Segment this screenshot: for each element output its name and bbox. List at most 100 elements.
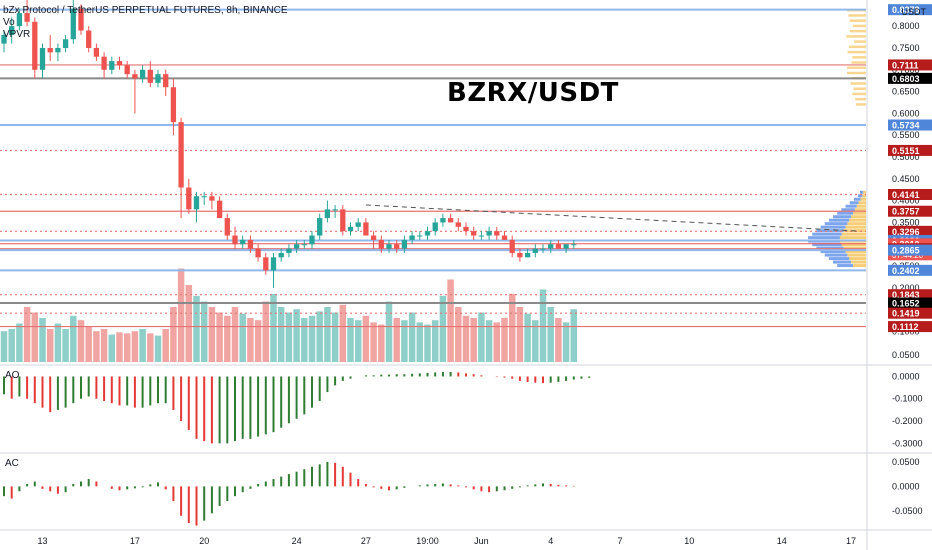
- candle-body: [502, 236, 507, 240]
- volume-bar: [478, 313, 485, 363]
- ao-tick-label: -0.1000: [892, 394, 923, 404]
- candle-body: [125, 65, 130, 74]
- vpvr-bar-down: [859, 201, 866, 204]
- volume-bar: [263, 302, 270, 363]
- vpvr-bar-down: [856, 103, 866, 106]
- volume-bar: [239, 314, 246, 362]
- volume-bar: [70, 316, 77, 362]
- volume-bar: [547, 307, 554, 362]
- candle-body: [510, 240, 515, 253]
- candle-body: [556, 244, 561, 248]
- vpvr-bar-down: [863, 191, 866, 194]
- vpvr-bar-down: [847, 254, 866, 257]
- vpvr-bar-down: [848, 14, 866, 17]
- candle-body: [533, 249, 538, 253]
- candle-body: [286, 249, 291, 253]
- candle-body: [356, 222, 361, 226]
- vpvr-bar-up: [837, 212, 853, 215]
- volume-bar: [494, 322, 501, 362]
- time-tick-label: 20: [199, 536, 209, 546]
- candle-body: [332, 209, 337, 210]
- vpvr-bar-down: [846, 226, 866, 229]
- ac-tick-label: 0.0500: [892, 457, 920, 467]
- price-label-text: 0.2402: [892, 266, 920, 276]
- candle-body: [402, 240, 407, 249]
- vpvr-bar-down: [848, 51, 866, 54]
- ac-pane-label: AC: [5, 458, 19, 469]
- volume-bar: [378, 325, 385, 362]
- volume-series: [1, 269, 577, 363]
- candle-body: [101, 57, 106, 70]
- volume-bar: [93, 331, 100, 362]
- volume-bar: [139, 329, 146, 362]
- candle-body: [109, 61, 114, 70]
- volume-bar: [517, 307, 524, 362]
- vpvr-bar-up: [833, 215, 851, 218]
- volume-bar: [409, 313, 416, 363]
- candle-body: [379, 240, 384, 249]
- vpvr-bar-down: [855, 98, 866, 101]
- ao-tick-label: -0.3000: [892, 438, 923, 448]
- time-tick-label: 24: [292, 536, 302, 546]
- vpvr-bar-up: [846, 205, 857, 208]
- volume-bar: [1, 331, 8, 362]
- vpvr-bar-down: [851, 61, 866, 64]
- price-label-text: 0.7111: [892, 60, 919, 70]
- volume-bar: [455, 307, 462, 362]
- candle-body: [48, 48, 53, 52]
- volume-bar: [563, 322, 570, 362]
- vpvr-bar-down: [851, 261, 866, 264]
- candle-body: [309, 236, 314, 245]
- candle-body: [417, 236, 422, 237]
- candle-body: [132, 74, 137, 78]
- volume-bar: [463, 316, 470, 362]
- price-label-text: 0.4141: [892, 190, 920, 200]
- candle-body: [571, 244, 576, 245]
- candle-body: [340, 209, 345, 231]
- vpvr-bar-down: [849, 257, 866, 260]
- vpvr-bar-down: [853, 212, 866, 215]
- price-label-text: 0.1112: [892, 322, 919, 332]
- vpvr-bar-down: [852, 56, 866, 59]
- vpvr-bar-up: [825, 254, 848, 257]
- time-tick-label: 4: [548, 536, 553, 546]
- vpvr-bar-down: [849, 46, 866, 49]
- vpvr-bar-up: [829, 257, 849, 260]
- candle-body: [271, 257, 276, 270]
- candle-body: [394, 244, 399, 248]
- candle-body: [155, 74, 160, 83]
- vpvr-bar-down: [852, 93, 866, 96]
- time-tick-label: 7: [617, 536, 622, 546]
- candle-body: [186, 188, 191, 210]
- candle-body: [363, 222, 368, 235]
- candle-body: [117, 61, 122, 65]
- volume-bar: [224, 316, 231, 362]
- volume-bar: [155, 336, 162, 362]
- candle-body: [540, 249, 545, 250]
- vpvr-bar-down: [861, 198, 866, 201]
- price-tick-label: 0.6500: [892, 87, 920, 97]
- time-axis: 131720242719:00Jun4710141721: [37, 536, 932, 546]
- candle-body: [178, 122, 183, 187]
- volume-bar: [209, 307, 216, 362]
- candle-body: [232, 236, 237, 245]
- vpvr-bar-down: [853, 25, 866, 28]
- candle-body: [463, 227, 468, 231]
- candle-body: [548, 244, 553, 248]
- vpvr-bar-up: [850, 201, 859, 204]
- volume-bar: [124, 333, 131, 362]
- candle-body: [217, 201, 222, 218]
- price-label-text: 0.6803: [892, 74, 920, 84]
- ao-tick-label: 0.0000: [892, 371, 920, 381]
- volume-indicator-label[interactable]: Vo: [3, 17, 288, 29]
- annotation-text: BZRX/USDT: [447, 78, 619, 108]
- vpvr-bar-down: [847, 72, 866, 75]
- volume-bar: [85, 327, 92, 362]
- time-tick-label: 17: [130, 536, 140, 546]
- volume-bar: [278, 307, 285, 362]
- candle-body: [302, 244, 307, 245]
- ac-tick-label: -0.0500: [892, 506, 923, 516]
- vpvr-bar-down: [854, 40, 866, 43]
- ac-tick-label: 0.0000: [892, 481, 920, 491]
- vpvr-indicator-label[interactable]: VPVR: [3, 29, 288, 41]
